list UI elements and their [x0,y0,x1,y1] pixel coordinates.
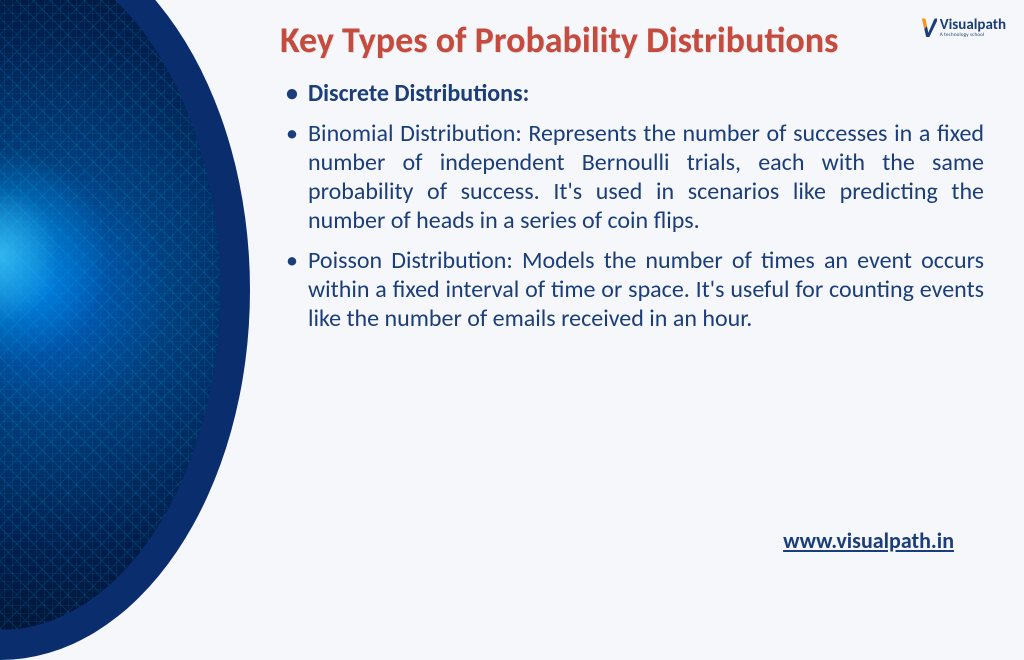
list-item: Binomial Distribution: Represents the nu… [280,119,984,236]
bullet-list: Discrete Distributions: Binomial Distrib… [280,79,984,333]
decorative-circuit-sphere [0,0,250,660]
list-item: Discrete Distributions: [280,79,984,108]
footer-url-link[interactable]: www.visualpath.in [783,527,954,554]
slide-title: Key Types of Probability Distributions [280,20,984,61]
slide-content: Key Types of Probability Distributions D… [280,20,984,344]
list-item: Poisson Distribution: Models the number … [280,246,984,334]
